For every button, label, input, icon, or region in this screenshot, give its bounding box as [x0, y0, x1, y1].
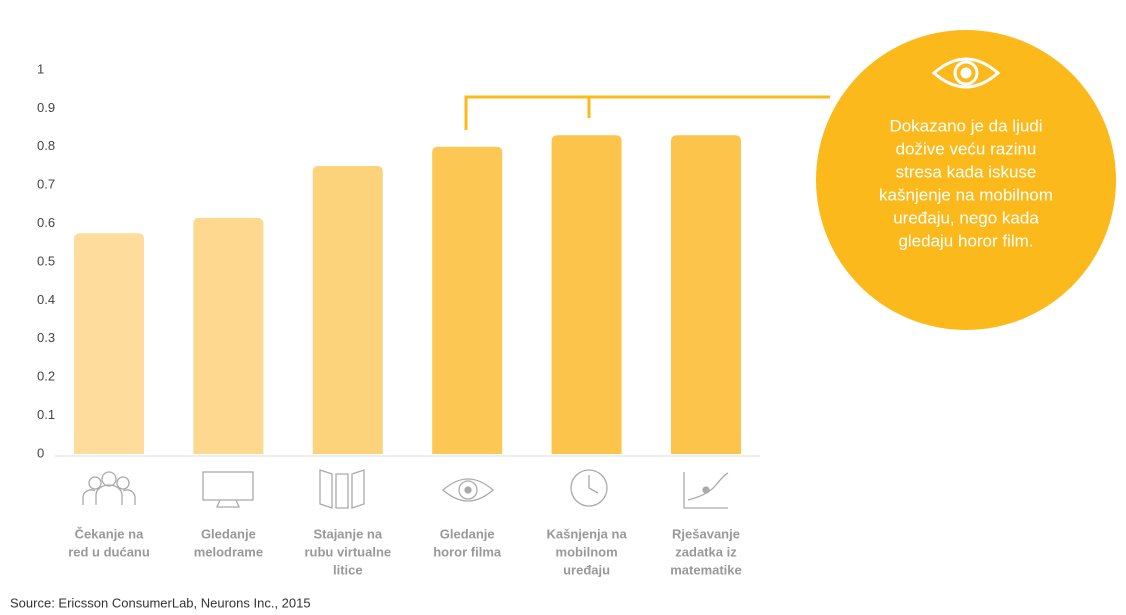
x-tick-label: mobilnom	[556, 544, 618, 559]
x-tick-label: matematike	[670, 562, 742, 577]
source: Source: Ericsson ConsumerLab, Neurons In…	[10, 595, 311, 610]
bracket	[464, 95, 830, 130]
x-tick-label: Čekanje na	[75, 526, 144, 541]
x-tick-label: Rješavanje	[672, 526, 740, 541]
y-tick-label: 0.8	[37, 138, 55, 153]
annotation-line: uređaju, nego kada	[893, 208, 1039, 227]
bar	[551, 135, 622, 454]
annotation-line: Dokazano je da ljudi	[889, 116, 1042, 135]
x-tick-label: litice	[333, 562, 363, 577]
x-tick-label: rubu virtualne	[304, 544, 391, 559]
annotation-line: gledaju horor film.	[898, 231, 1033, 250]
x-tick-label: Stajanje na	[313, 526, 382, 541]
y-tick-label: 1	[37, 61, 44, 76]
x-tick-label: zadatka iz	[675, 544, 737, 559]
x-tick-label: Gledanje	[440, 526, 495, 541]
y-tick-label: 0.5	[37, 253, 55, 268]
y-tick-label: 0	[37, 445, 44, 460]
bar	[193, 217, 264, 454]
y-tick-label: 0.9	[37, 100, 55, 115]
y-tick-label: 0.3	[37, 330, 55, 345]
bar	[74, 233, 144, 454]
y-tick-label: 0.2	[37, 369, 55, 384]
y-tick-label: 0.4	[37, 292, 55, 307]
x-tick-label: horor filma	[433, 544, 502, 559]
x-tick-label: Kašnjenja na	[546, 526, 627, 541]
y-tick-label: 0.6	[37, 215, 55, 230]
annotation-line: kašnjenje na mobilnom	[879, 185, 1053, 204]
y-tick-label: 0.1	[37, 407, 55, 422]
annotation-line: stresa kada iskuse	[896, 162, 1037, 181]
icons	[82, 469, 729, 509]
annotation	[464, 30, 1116, 330]
x-tick-label: melodrame	[194, 544, 263, 559]
y-tick-label: 0.7	[37, 177, 55, 192]
bar	[432, 146, 503, 455]
annotation-circle	[816, 30, 1116, 330]
annotation-line: dožive veću razinu	[896, 139, 1037, 158]
x-tick-label: uređaju	[563, 562, 610, 577]
x-tick-label: red u dućanu	[68, 544, 150, 559]
x-tick-label: Gledanje	[201, 526, 256, 541]
bar	[312, 166, 383, 454]
bar	[671, 135, 741, 454]
